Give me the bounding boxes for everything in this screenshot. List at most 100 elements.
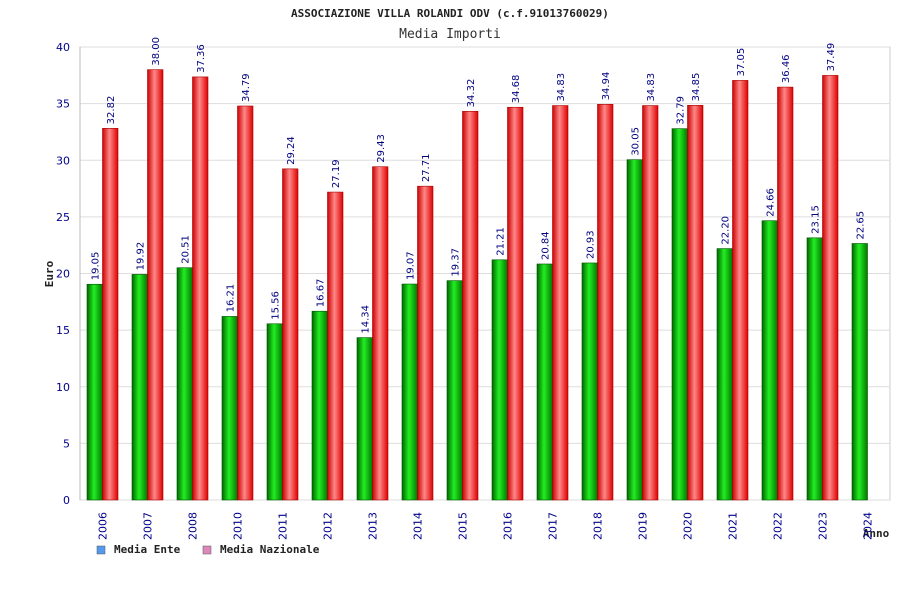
x-tick-label: 2008 xyxy=(187,512,200,540)
data-label-media-ente-2013: 14.34 xyxy=(360,305,371,334)
chart-title: ASSOCIAZIONE VILLA ROLANDI ODV (c.f.9101… xyxy=(291,7,609,20)
bar-media-nazionale-2010 xyxy=(237,105,254,501)
x-tick-label: 2019 xyxy=(637,512,650,540)
data-label-media-nazionale-2014: 27.71 xyxy=(421,154,432,183)
data-label-media-ente-2011: 15.56 xyxy=(270,291,281,320)
bar-media-ente-2015 xyxy=(446,280,463,501)
y-axis-ticks: 0 5 10 15 20 25 30 35 40 xyxy=(56,41,70,507)
x-axis-label: Anno xyxy=(863,527,890,540)
bar-media-ente-2011 xyxy=(266,323,283,501)
bar-media-ente-2010 xyxy=(221,316,238,501)
x-tick-label: 2015 xyxy=(457,512,470,540)
data-label-media-ente-2020: 32.79 xyxy=(675,96,686,125)
bar-media-nazionale-2011 xyxy=(282,168,299,501)
data-label-media-ente-2007: 19.92 xyxy=(135,242,146,271)
legend-swatch-media-ente xyxy=(96,545,106,555)
bar-media-nazionale-2021 xyxy=(732,80,749,501)
x-tick-label: 2016 xyxy=(502,512,515,540)
data-label-media-ente-2008: 20.51 xyxy=(180,235,191,264)
x-tick-label: 2018 xyxy=(592,512,605,540)
bar-media-ente-2014 xyxy=(401,283,418,501)
data-label-media-ente-2017: 20.84 xyxy=(540,231,551,260)
data-label-media-ente-2012: 16.67 xyxy=(315,279,326,308)
bar-media-nazionale-2019 xyxy=(642,105,659,501)
bar-media-nazionale-2013 xyxy=(372,166,389,501)
data-labels: 19.05 32.82 19.92 38.00 20.51 37.36 16.21 34.79… xyxy=(90,37,866,334)
grid xyxy=(79,46,890,501)
x-tick-label: 2023 xyxy=(817,512,830,540)
legend: Media Ente Media Nazionale xyxy=(96,543,320,556)
y-tick-label: 15 xyxy=(56,324,70,337)
x-tick-label: 2013 xyxy=(367,512,380,540)
bar-media-nazionale-2007 xyxy=(147,69,164,501)
bar-media-nazionale-2020 xyxy=(687,105,704,501)
x-tick-label: 2011 xyxy=(277,512,290,540)
x-tick-label: 2010 xyxy=(232,512,245,540)
bars xyxy=(86,69,868,501)
x-tick-label: 2024 xyxy=(862,512,875,540)
x-tick-label: 2020 xyxy=(682,512,695,540)
bar-media-nazionale-2012 xyxy=(327,191,344,501)
y-tick-label: 10 xyxy=(56,381,70,394)
y-tick-label: 40 xyxy=(56,41,70,54)
data-label-media-nazionale-2007: 38.00 xyxy=(151,37,162,66)
data-label-media-nazionale-2021: 37.05 xyxy=(736,48,747,77)
data-label-media-ente-2023: 23.15 xyxy=(810,205,821,234)
x-tick-label: 2022 xyxy=(772,512,785,540)
data-label-media-ente-2022: 24.66 xyxy=(765,188,776,217)
y-axis-label: Euro xyxy=(43,260,56,287)
data-label-media-nazionale-2015: 34.32 xyxy=(466,79,477,108)
x-tick-label: 2017 xyxy=(547,512,560,540)
bar-media-ente-2021 xyxy=(716,248,733,501)
bar-media-ente-2024 xyxy=(851,243,868,501)
x-axis-ticks: 2006 2007 2008 2010 2011 2012 2013 2014 2015 2016… xyxy=(97,512,875,540)
data-label-media-ente-2019: 30.05 xyxy=(630,127,641,156)
data-label-media-nazionale-2013: 29.43 xyxy=(376,134,387,163)
y-tick-label: 5 xyxy=(63,437,70,450)
y-tick-label: 25 xyxy=(56,211,70,224)
data-label-media-ente-2021: 22.20 xyxy=(720,216,731,245)
bar-media-ente-2018 xyxy=(581,262,598,501)
data-label-media-nazionale-2010: 34.79 xyxy=(241,73,252,102)
chart-subtitle: Media Importi xyxy=(399,27,501,42)
bar-media-nazionale-2022 xyxy=(777,86,794,501)
bar-media-ente-2007 xyxy=(131,274,148,501)
bar-media-nazionale-2017 xyxy=(552,105,569,501)
x-tick-label: 2021 xyxy=(727,512,740,540)
data-label-media-ente-2010: 16.21 xyxy=(225,284,236,313)
data-label-media-nazionale-2019: 34.83 xyxy=(646,73,657,102)
data-label-media-nazionale-2011: 29.24 xyxy=(286,136,297,165)
bar-media-nazionale-2006 xyxy=(102,128,119,501)
bar-media-ente-2013 xyxy=(356,337,373,501)
y-tick-label: 0 xyxy=(63,494,70,507)
data-label-media-ente-2014: 19.07 xyxy=(405,251,416,280)
data-label-media-ente-2006: 19.05 xyxy=(90,252,101,281)
bar-media-nazionale-2016 xyxy=(507,106,524,501)
bar-media-ente-2023 xyxy=(806,237,823,501)
legend-label-media-ente: Media Ente xyxy=(114,543,181,556)
bar-media-nazionale-2015 xyxy=(462,111,479,501)
bar-media-ente-2022 xyxy=(761,220,778,501)
data-label-media-nazionale-2020: 34.85 xyxy=(691,73,702,102)
data-label-media-nazionale-2008: 37.36 xyxy=(196,44,207,73)
bar-media-nazionale-2018 xyxy=(597,104,614,501)
data-label-media-nazionale-2017: 34.83 xyxy=(556,73,567,102)
bar-media-nazionale-2014 xyxy=(417,185,434,501)
x-tick-label: 2007 xyxy=(142,512,155,540)
bar-media-ente-2006 xyxy=(86,283,103,501)
bar-media-ente-2019 xyxy=(626,159,643,501)
legend-label-media-nazionale: Media Nazionale xyxy=(220,543,320,556)
data-label-media-ente-2016: 21.21 xyxy=(495,227,506,256)
data-label-media-ente-2015: 19.37 xyxy=(450,248,461,277)
bar-media-nazionale-2023 xyxy=(822,75,839,501)
bar-media-nazionale-2008 xyxy=(192,76,209,501)
y-tick-label: 30 xyxy=(56,154,70,167)
data-label-media-nazionale-2022: 36.46 xyxy=(781,54,792,83)
bar-media-ente-2008 xyxy=(176,267,193,501)
bar-media-ente-2016 xyxy=(491,259,508,501)
data-label-media-ente-2018: 20.93 xyxy=(585,230,596,259)
y-tick-label: 20 xyxy=(56,268,70,281)
bar-media-ente-2017 xyxy=(536,263,553,501)
legend-swatch-media-nazionale xyxy=(202,545,212,555)
